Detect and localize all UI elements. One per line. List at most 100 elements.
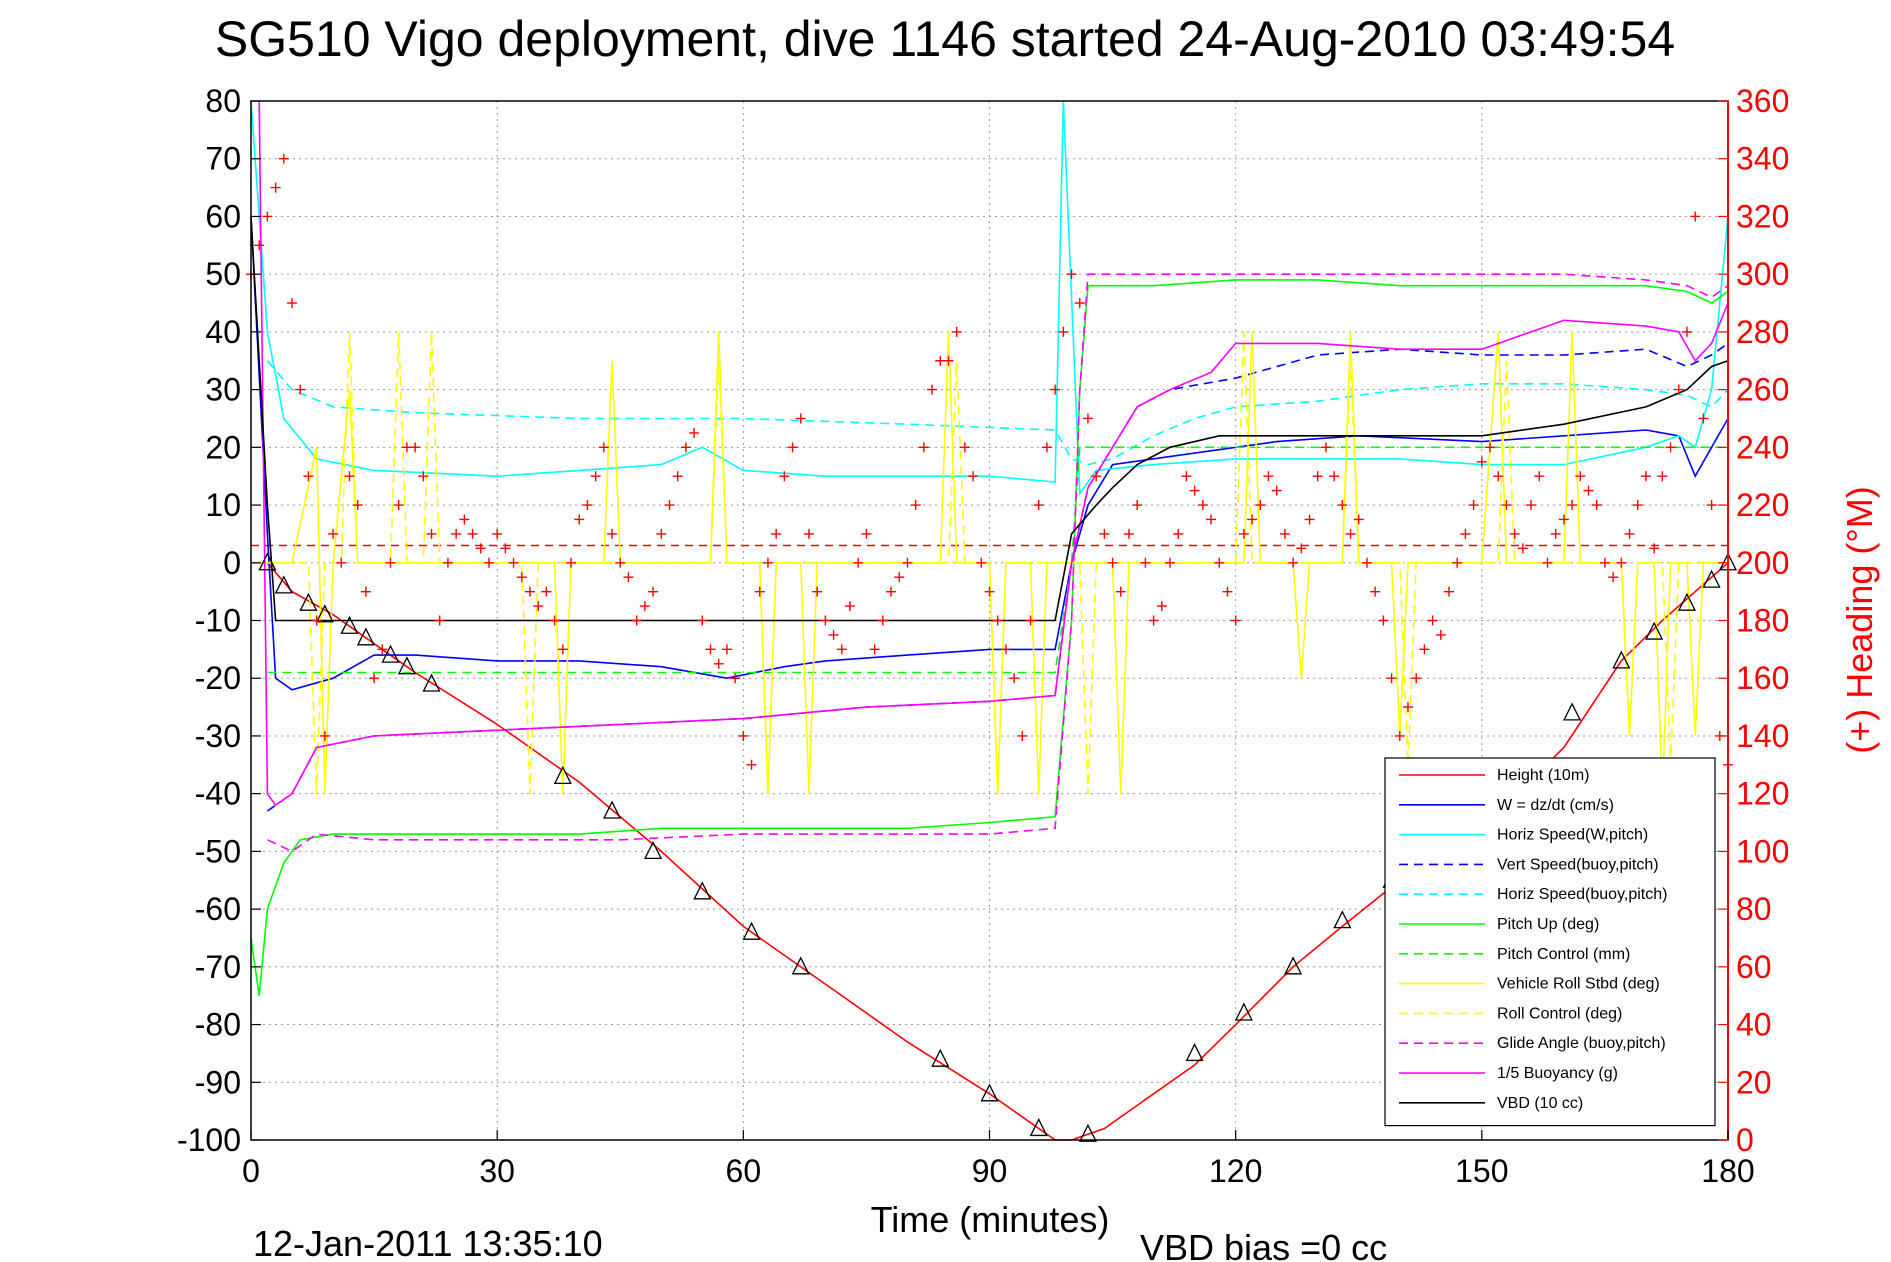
- heading-point: [1665, 442, 1676, 453]
- heading-point: [344, 471, 355, 482]
- heading-point: [803, 528, 814, 539]
- heading-point: [721, 644, 732, 655]
- heading-point: [566, 557, 577, 568]
- height-marker: [1284, 956, 1303, 975]
- heading-point: [1476, 456, 1487, 467]
- y2-tick-label: 260: [1736, 372, 1789, 408]
- heading-point: [705, 644, 716, 655]
- heading-point: [1526, 500, 1537, 511]
- heading-point: [303, 471, 314, 482]
- heading-point: [771, 528, 782, 539]
- heading-point: [697, 615, 708, 626]
- heading-point: [812, 586, 823, 597]
- heading-point: [1386, 673, 1397, 684]
- heading-point: [959, 442, 970, 453]
- heading-point: [360, 586, 371, 597]
- height-marker: [381, 644, 400, 663]
- heading-point: [1468, 500, 1479, 511]
- x-tick-label: 180: [1701, 1153, 1754, 1189]
- y-tick-label: -100: [177, 1122, 241, 1158]
- heading-point: [1033, 500, 1044, 511]
- heading-point: [442, 557, 453, 568]
- y-tick-label: 60: [205, 198, 241, 234]
- height-marker: [742, 921, 761, 940]
- heading-point: [1091, 471, 1102, 482]
- heading-point: [385, 557, 396, 568]
- y2-tick-label: 180: [1736, 603, 1789, 639]
- heading-point: [1361, 557, 1372, 568]
- heading-point: [713, 658, 724, 669]
- heading-point: [1238, 528, 1249, 539]
- series-line-8: [251, 331, 1728, 794]
- legend-entry: Horiz Speed(buoy,pitch): [1497, 886, 1667, 903]
- heading-point: [680, 442, 691, 453]
- y2-tick-label: 280: [1736, 314, 1789, 350]
- height-marker: [397, 656, 416, 675]
- heading-point: [1271, 485, 1282, 496]
- heading-point: [1640, 471, 1651, 482]
- y-tick-label: -50: [195, 833, 241, 869]
- height-marker: [791, 956, 810, 975]
- heading-point: [1058, 326, 1069, 337]
- heading-point: [1337, 500, 1348, 511]
- height-marker: [299, 592, 318, 611]
- heading-point: [1591, 500, 1602, 511]
- heading-point: [927, 384, 938, 395]
- heading-point: [1509, 528, 1520, 539]
- heading-point: [1082, 413, 1093, 424]
- x-tick-label: 60: [726, 1153, 762, 1189]
- y-tick-label: -30: [195, 718, 241, 754]
- heading-point: [1444, 586, 1455, 597]
- heading-point: [459, 514, 470, 525]
- series-line-2: [250, 216, 1729, 691]
- heading-point: [1452, 557, 1463, 568]
- heading-point: [516, 572, 527, 583]
- heading-point: [1558, 514, 1569, 525]
- heading-point: [410, 442, 421, 453]
- y2-tick-label: 120: [1736, 776, 1789, 812]
- legend-box: [1384, 757, 1716, 1127]
- series-line-11: [258, 100, 1729, 807]
- heading-point: [1132, 500, 1143, 511]
- height-marker: [1612, 650, 1631, 669]
- x-tick-label: 30: [479, 1153, 515, 1189]
- heading-point: [1657, 471, 1668, 482]
- heading-point: [886, 586, 897, 597]
- heading-point: [377, 644, 388, 655]
- heading-point: [910, 500, 921, 511]
- footer-timestamp: 12-Jan-2011 13:35:10: [253, 1223, 603, 1262]
- heading-point: [787, 442, 798, 453]
- legend-entry: Pitch Up (deg): [1497, 916, 1599, 933]
- heading-point: [992, 615, 1003, 626]
- series-line-7: [267, 446, 1728, 674]
- height-marker: [931, 1048, 950, 1067]
- heading-layer: [246, 153, 1733, 770]
- series-line-3: [250, 100, 1729, 496]
- series-line-10: [267, 273, 1729, 853]
- heading-point: [730, 673, 741, 684]
- y2-tick-label: 220: [1736, 487, 1789, 523]
- heading-point: [1353, 514, 1364, 525]
- y2-tick-label: 60: [1736, 949, 1772, 985]
- heading-point: [918, 442, 929, 453]
- heading-point: [1542, 557, 1553, 568]
- heading-point: [1419, 644, 1430, 655]
- legend-entry: VBD (10 cc): [1497, 1095, 1583, 1112]
- heading-point: [1608, 572, 1619, 583]
- heading-point: [1123, 528, 1134, 539]
- y-tick-label: -20: [195, 660, 241, 696]
- y-tick-label: 20: [205, 429, 241, 465]
- y2-tick-label: 300: [1736, 256, 1789, 292]
- heading-point: [1041, 442, 1052, 453]
- height-marker: [1234, 1002, 1253, 1021]
- height-marker: [356, 627, 375, 646]
- legend-entry: Vert Speed(buoy,pitch): [1497, 856, 1659, 873]
- y-tick-label: 30: [205, 372, 241, 408]
- y-tick-label: 10: [205, 487, 241, 523]
- heading-point: [549, 615, 560, 626]
- heading-point: [1575, 471, 1586, 482]
- heading-point: [968, 471, 979, 482]
- heading-point: [1378, 615, 1389, 626]
- height-marker: [315, 604, 334, 623]
- heading-point: [369, 673, 380, 684]
